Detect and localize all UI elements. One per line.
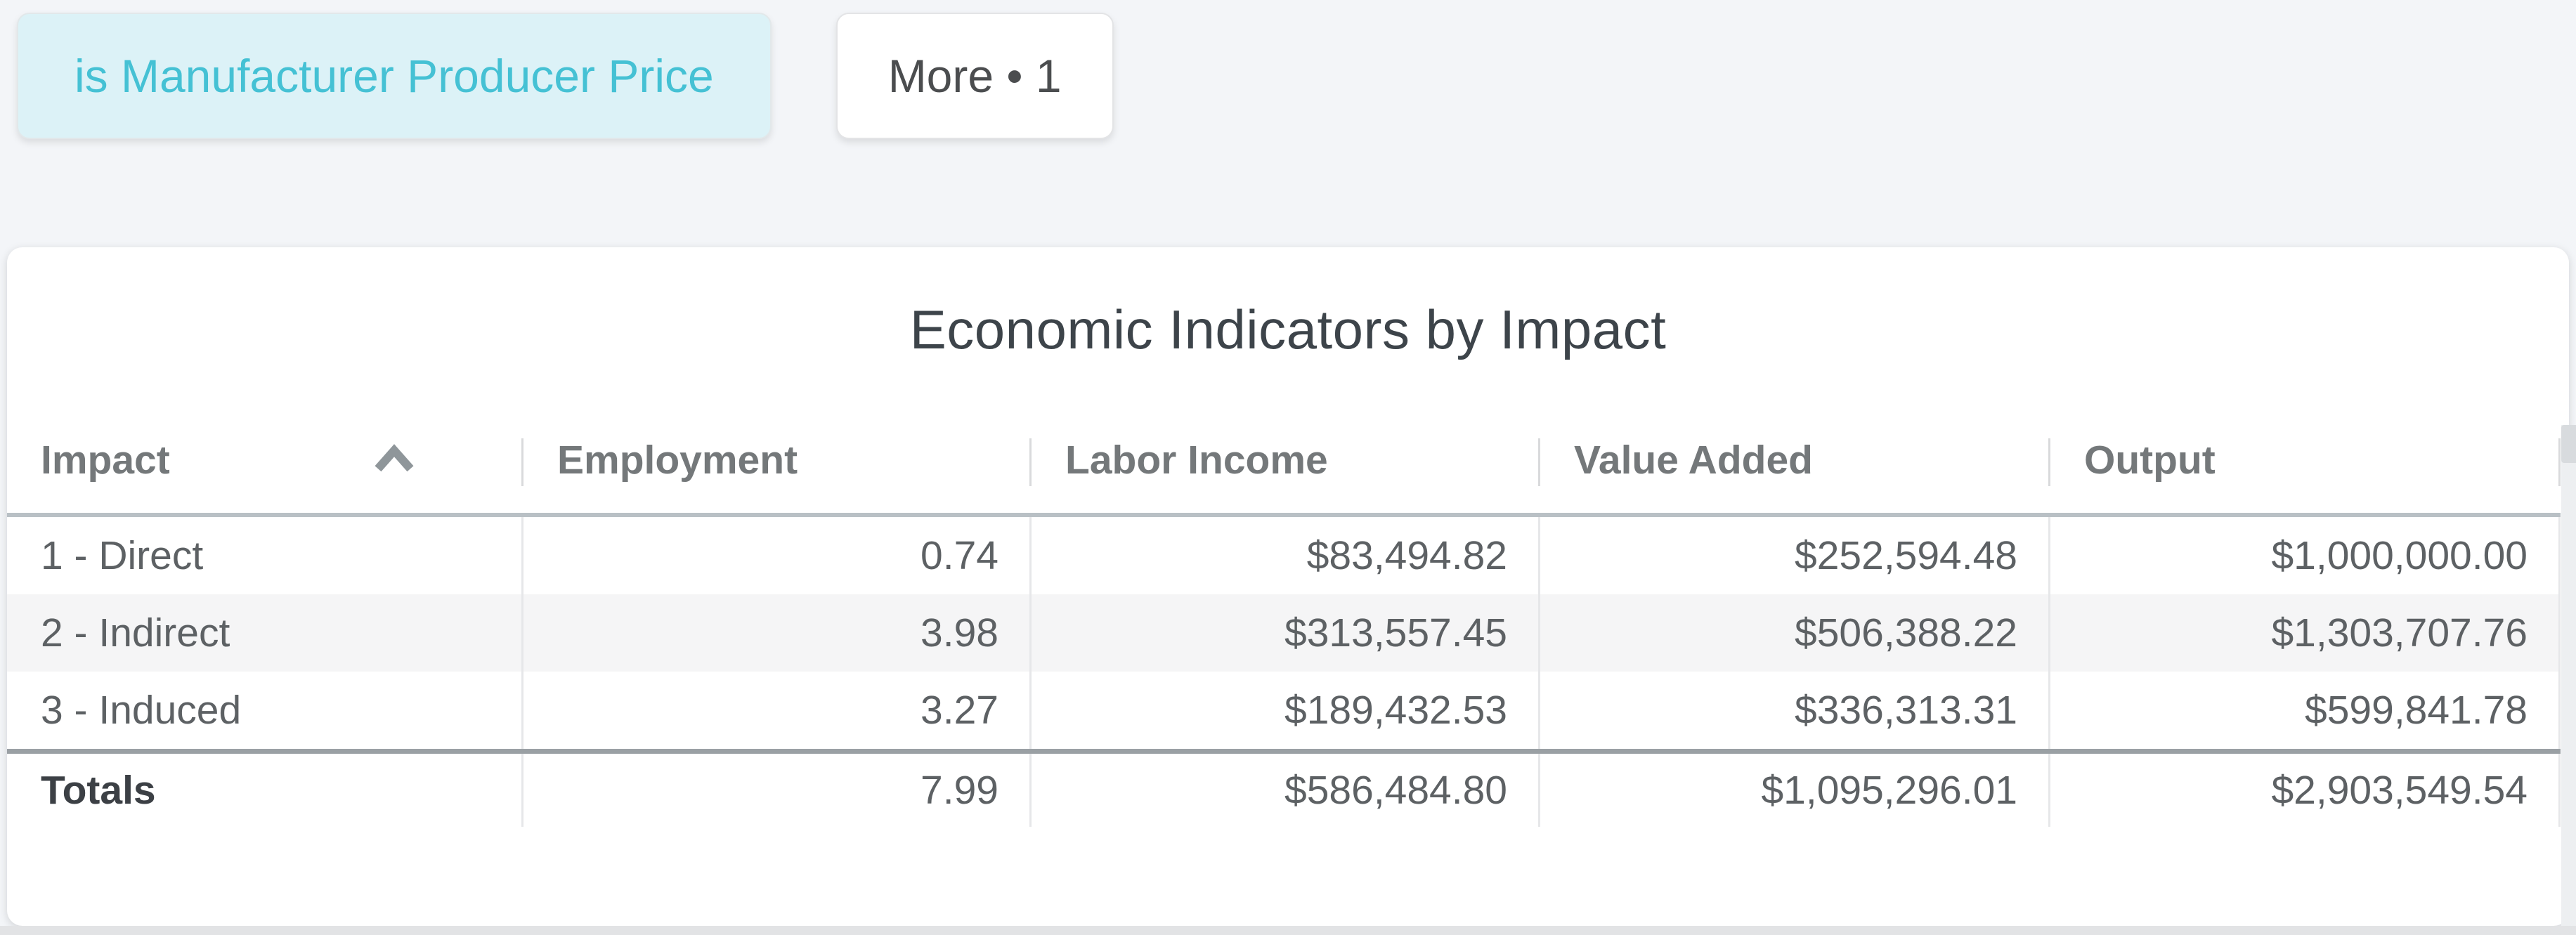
table-row-induced: 3 - Induced 3.27 $189,432.53 $336,313.31… [7, 672, 2561, 749]
economic-indicators-table: Impact Employment Labor Income Value Add… [7, 407, 2561, 827]
cell-value-added: $336,313.31 [1540, 672, 2050, 749]
filter-bar: is Manufacturer Producer Price More • 1 [17, 13, 1114, 139]
sort-ascending-icon[interactable] [372, 443, 416, 474]
table-header-row: Impact Employment Labor Income Value Add… [7, 407, 2561, 517]
cell-employment: 3.27 [523, 672, 1032, 749]
cell-output: $1,000,000.00 [2050, 517, 2561, 594]
cell-labor-income: $313,557.45 [1032, 594, 1540, 672]
cell-employment: 0.74 [523, 517, 1032, 594]
cell-labor-income: $586,484.80 [1032, 754, 1540, 827]
column-header-value-added[interactable]: Value Added [1540, 407, 2050, 513]
column-header-impact-label: Impact [41, 438, 170, 483]
cell-labor-income: $83,494.82 [1032, 517, 1540, 594]
page-bottom-strip [0, 926, 2576, 935]
cell-impact: Totals [7, 754, 523, 827]
card-title: Economic Indicators by Impact [909, 299, 1667, 360]
more-filters-button[interactable]: More • 1 [835, 13, 1114, 139]
column-header-employment[interactable]: Employment [523, 407, 1032, 513]
cell-impact: 3 - Induced [7, 672, 523, 749]
cell-impact: 2 - Indirect [7, 594, 523, 672]
cell-output: $1,303,707.76 [2050, 594, 2561, 672]
column-header-output[interactable]: Output [2050, 407, 2561, 513]
cell-output: $2,903,549.54 [2050, 754, 2561, 827]
cell-impact: 1 - Direct [7, 517, 523, 594]
cell-value-added: $252,594.48 [1540, 517, 2050, 594]
cell-employment: 3.98 [523, 594, 1032, 672]
table-row-totals: Totals 7.99 $586,484.80 $1,095,296.01 $2… [7, 749, 2561, 827]
economic-indicators-card: Economic Indicators by Impact Impact Emp… [7, 247, 2576, 926]
column-header-labor-income[interactable]: Labor Income [1032, 407, 1540, 513]
table-row-direct: 1 - Direct 0.74 $83,494.82 $252,594.48 $… [7, 517, 2561, 594]
cell-value-added: $1,095,296.01 [1540, 754, 2050, 827]
cell-value-added: $506,388.22 [1540, 594, 2050, 672]
cell-labor-income: $189,432.53 [1032, 672, 1540, 749]
cell-output: $599,841.78 [2050, 672, 2561, 749]
cell-employment: 7.99 [523, 754, 1032, 827]
vertical-scrollbar-thumb[interactable] [2561, 425, 2576, 463]
column-header-impact[interactable]: Impact [7, 407, 523, 513]
filter-chip-manufacturer-producer-price[interactable]: is Manufacturer Producer Price [17, 13, 772, 139]
table-row-indirect: 2 - Indirect 3.98 $313,557.45 $506,388.2… [7, 594, 2561, 672]
vertical-scrollbar[interactable] [2561, 425, 2576, 926]
